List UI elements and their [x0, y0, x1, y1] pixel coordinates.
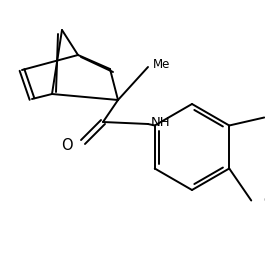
Text: NH: NH: [151, 116, 171, 128]
Text: Me: Me: [153, 58, 170, 72]
Text: Cl: Cl: [263, 194, 265, 207]
Text: O: O: [61, 138, 73, 152]
